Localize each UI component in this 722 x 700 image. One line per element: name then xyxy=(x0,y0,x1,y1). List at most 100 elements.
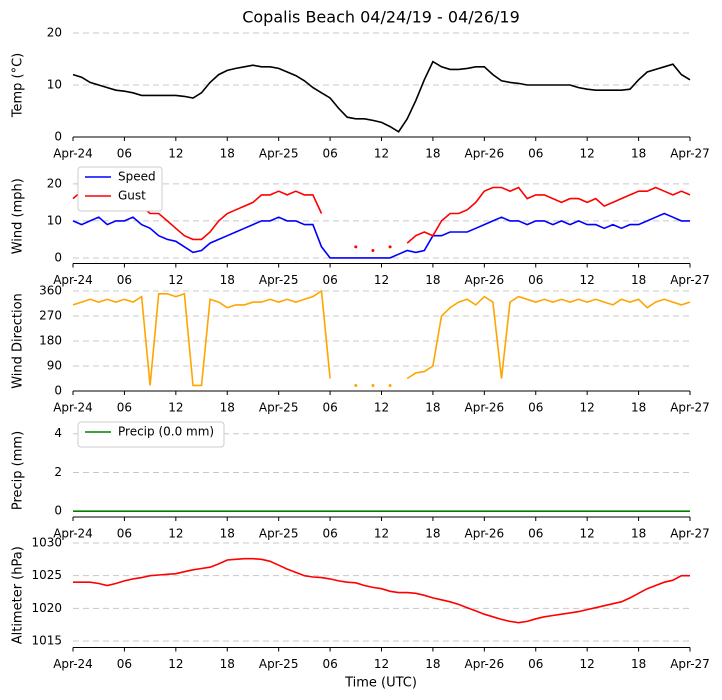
x-tick-label: Apr-27 xyxy=(670,273,710,287)
y-tick-label: 2 xyxy=(54,465,62,479)
y-tick-label: 90 xyxy=(47,359,62,373)
point xyxy=(388,245,392,249)
y-tick-label: 10 xyxy=(47,78,62,92)
x-tick-label: 12 xyxy=(168,401,183,415)
y-tick-label: 10 xyxy=(47,213,62,227)
x-tick-label: 12 xyxy=(580,401,595,415)
x-tick-label: 06 xyxy=(117,147,132,161)
x-tick-label: Apr-26 xyxy=(465,657,505,671)
y-axis-label: Wind (mph) xyxy=(11,178,26,254)
y-tick-label: 1030 xyxy=(31,536,62,550)
x-tick-label: 12 xyxy=(168,273,183,287)
x-tick-label: 06 xyxy=(528,527,543,541)
y-tick-label: 1025 xyxy=(31,568,62,582)
x-tick-label: 06 xyxy=(528,401,543,415)
x-tick-label: 18 xyxy=(220,147,235,161)
y-tick-label: 0 xyxy=(54,250,62,264)
x-tick-label: Apr-25 xyxy=(259,527,299,541)
x-tick-label: 18 xyxy=(220,273,235,287)
y-tick-label: 0 xyxy=(54,130,62,144)
x-tick-label: 18 xyxy=(425,657,440,671)
series-line xyxy=(72,289,691,387)
x-tick-label: 12 xyxy=(580,657,595,671)
x-tick-label: Apr-24 xyxy=(53,147,93,161)
x-tick-label: Apr-26 xyxy=(465,527,505,541)
y-axis-label: Temp (°C) xyxy=(11,53,26,119)
y-tick-label: 4 xyxy=(54,426,62,440)
x-tick-label: 12 xyxy=(374,147,389,161)
x-tick-label: Apr-24 xyxy=(53,401,93,415)
y-tick-label: 1015 xyxy=(31,633,62,647)
x-tick-label: Apr-27 xyxy=(670,527,710,541)
x-tick-label: 18 xyxy=(631,657,646,671)
x-tick-label: 06 xyxy=(322,147,337,161)
x-tick-label: 06 xyxy=(322,527,337,541)
x-tick-label: 06 xyxy=(117,273,132,287)
legend-box xyxy=(77,421,225,448)
x-tick-label: Apr-26 xyxy=(465,147,505,161)
x-tick-label: 06 xyxy=(528,657,543,671)
x-tick-label: 12 xyxy=(374,527,389,541)
legend-label: Speed xyxy=(118,170,156,184)
legend-label: Gust xyxy=(118,189,146,203)
x-tick-label: Apr-24 xyxy=(53,273,93,287)
point xyxy=(371,249,375,253)
y-tick-label: 180 xyxy=(39,334,62,348)
x-tick-label: 06 xyxy=(117,527,132,541)
x-tick-label: 18 xyxy=(220,401,235,415)
x-tick-label: 18 xyxy=(631,147,646,161)
point xyxy=(354,383,358,387)
series-line xyxy=(72,175,691,244)
x-tick-label: Apr-26 xyxy=(465,273,505,287)
y-axis-label: Wind Direction xyxy=(11,293,26,389)
x-tick-label: 06 xyxy=(528,147,543,161)
x-tick-label: Apr-24 xyxy=(53,657,93,671)
x-tick-label: 12 xyxy=(374,273,389,287)
x-tick-label: 18 xyxy=(425,273,440,287)
x-tick-label: 18 xyxy=(425,401,440,415)
x-tick-label: 12 xyxy=(580,527,595,541)
point xyxy=(371,383,375,387)
x-tick-label: Apr-27 xyxy=(670,657,710,671)
y-tick-label: 360 xyxy=(39,284,62,298)
y-axis-label: Precip (mm) xyxy=(11,431,26,510)
series-line xyxy=(73,557,690,624)
figure-title: Copalis Beach 04/24/19 - 04/26/19 xyxy=(242,8,520,27)
x-tick-label: 06 xyxy=(322,657,337,671)
y-tick-label: 270 xyxy=(39,309,62,323)
x-tick-label: Apr-27 xyxy=(670,401,710,415)
x-tick-label: 12 xyxy=(374,401,389,415)
x-tick-label: 18 xyxy=(220,527,235,541)
series-line xyxy=(72,60,691,133)
x-tick-label: 18 xyxy=(631,273,646,287)
y-tick-label: 1020 xyxy=(31,601,62,615)
y-tick-label: 20 xyxy=(47,176,62,190)
x-tick-label: 18 xyxy=(220,657,235,671)
legend-box xyxy=(77,166,163,212)
legend-label: Precip (0.0 mm) xyxy=(118,425,214,439)
x-tick-label: Apr-27 xyxy=(670,147,710,161)
point xyxy=(388,383,392,387)
x-tick-label: 06 xyxy=(528,273,543,287)
x-tick-label: Apr-26 xyxy=(465,401,505,415)
x-tick-label: 18 xyxy=(425,147,440,161)
y-tick-label: 20 xyxy=(47,26,62,40)
x-tick-label: Apr-25 xyxy=(259,657,299,671)
x-tick-label: 06 xyxy=(322,273,337,287)
x-tick-label: 06 xyxy=(117,657,132,671)
series-line xyxy=(72,212,690,259)
y-axis-label: Altimeter (hPa) xyxy=(11,546,26,644)
x-tick-label: Apr-25 xyxy=(259,401,299,415)
x-tick-label: 06 xyxy=(322,401,337,415)
x-tick-label: Apr-24 xyxy=(53,527,93,541)
x-tick-label: 06 xyxy=(117,401,132,415)
y-tick-label: 0 xyxy=(54,384,62,398)
x-axis-label: Time (UTC) xyxy=(344,676,417,691)
y-tick-label: 0 xyxy=(54,504,62,518)
x-tick-label: 18 xyxy=(631,527,646,541)
x-tick-label: 12 xyxy=(168,657,183,671)
x-tick-label: 12 xyxy=(580,273,595,287)
x-tick-label: 12 xyxy=(374,657,389,671)
x-tick-label: Apr-25 xyxy=(259,273,299,287)
